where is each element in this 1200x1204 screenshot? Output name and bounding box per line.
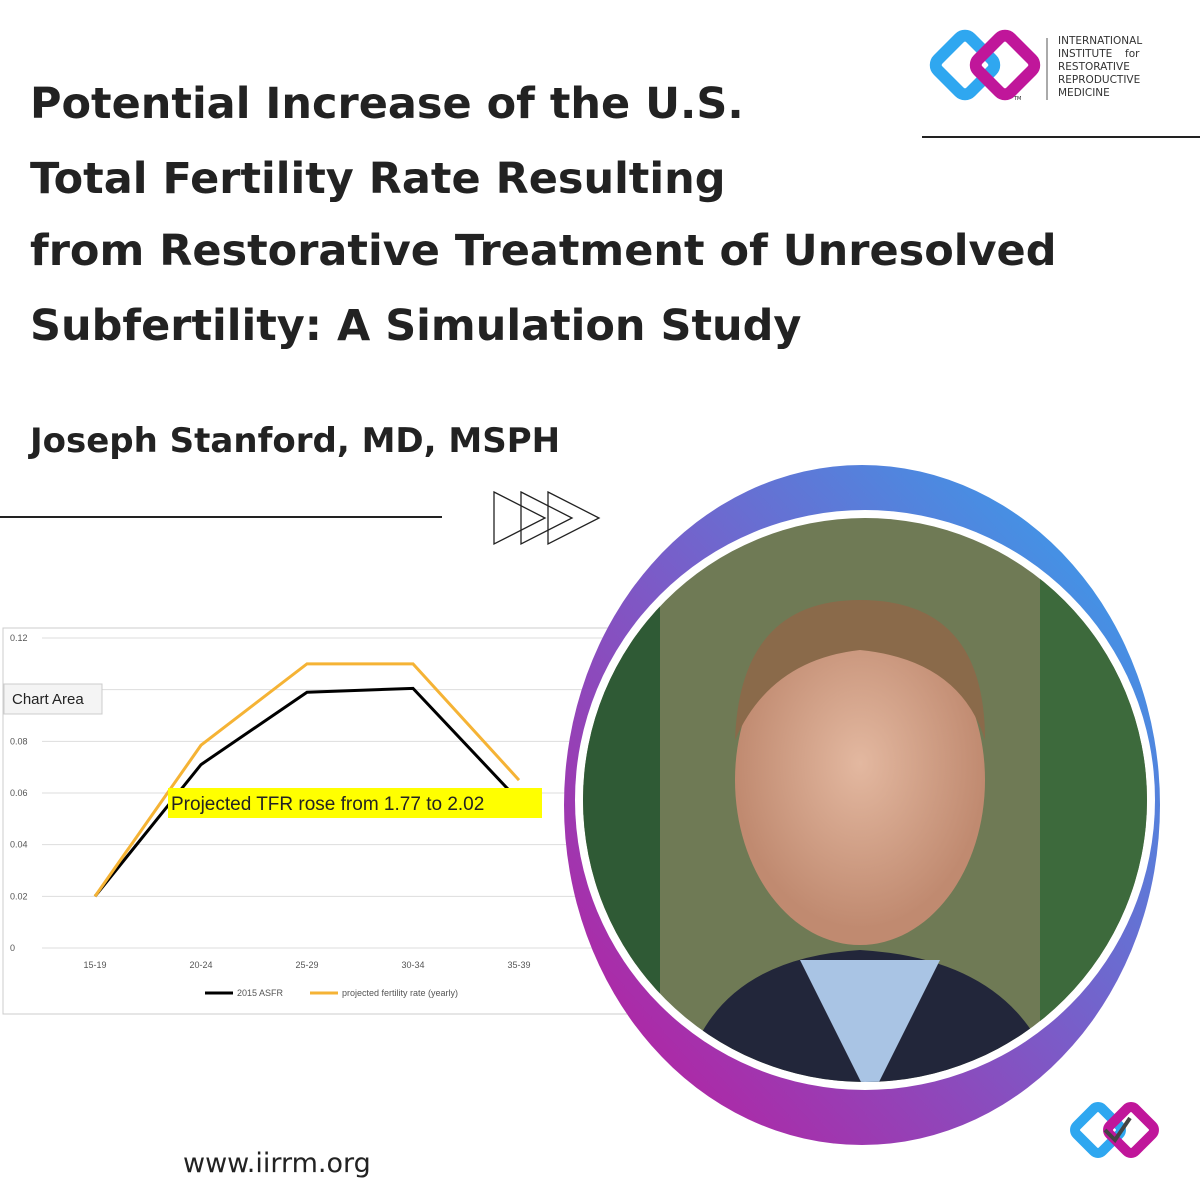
annotation: Projected TFR rose from 1.77 to 2.02 <box>171 794 484 815</box>
y-tick-label: 0.02 <box>10 891 28 901</box>
title-line: Total Fertility Rate Resulting <box>30 154 726 204</box>
logo: INTERNATIONAL INSTITUTE for RESTORATIVE … <box>929 29 1142 102</box>
x-tick-label: 35-39 <box>507 960 530 970</box>
y-tick-label: 0.04 <box>10 840 28 850</box>
series-line <box>93 662 521 898</box>
title-line: from Restorative Treatment of Unresolved <box>30 226 1057 276</box>
y-tick-label: 0.12 <box>10 633 28 643</box>
y-tick-label: 0.08 <box>10 736 28 746</box>
logo-text: INTERNATIONAL <box>1058 35 1142 47</box>
legend-label: projected fertility rate (yearly) <box>342 988 458 998</box>
photo <box>564 465 1160 1145</box>
chart: 00.020.040.060.080.10.1215-1920-2425-293… <box>2 627 664 1015</box>
legend-label: 2015 ASFR <box>237 988 284 998</box>
logo-text: for <box>1125 48 1140 60</box>
x-tick-label: 30-34 <box>401 960 424 970</box>
author: Joseph Stanford, MD, MSPH <box>28 421 560 461</box>
y-tick-label: 0 <box>10 943 15 953</box>
tooltip: Chart Area <box>12 691 84 708</box>
x-tick-label: 20-24 <box>189 960 212 970</box>
title-line: Potential Increase of the U.S. <box>30 79 744 129</box>
y-tick-label: 0.06 <box>10 788 28 798</box>
tooltip-box <box>3 683 103 715</box>
annotation-bg <box>168 788 542 818</box>
x-tick-label: 25-29 <box>295 960 318 970</box>
logo-text: INSTITUTE <box>1058 48 1112 60</box>
url: www.iirrm.org <box>183 1148 371 1179</box>
title-line: Subfertility: A Simulation Study <box>30 301 801 351</box>
x-tick-label: 15-19 <box>83 960 106 970</box>
trademark: TM <box>1013 96 1021 102</box>
arrows <box>493 490 601 546</box>
logo-text: MEDICINE <box>1058 87 1110 99</box>
logo-text: RESTORATIVE <box>1058 61 1130 73</box>
series-line <box>93 686 521 898</box>
footer-logo <box>1070 1102 1159 1158</box>
logo-text: REPRODUCTIVE <box>1058 74 1140 86</box>
